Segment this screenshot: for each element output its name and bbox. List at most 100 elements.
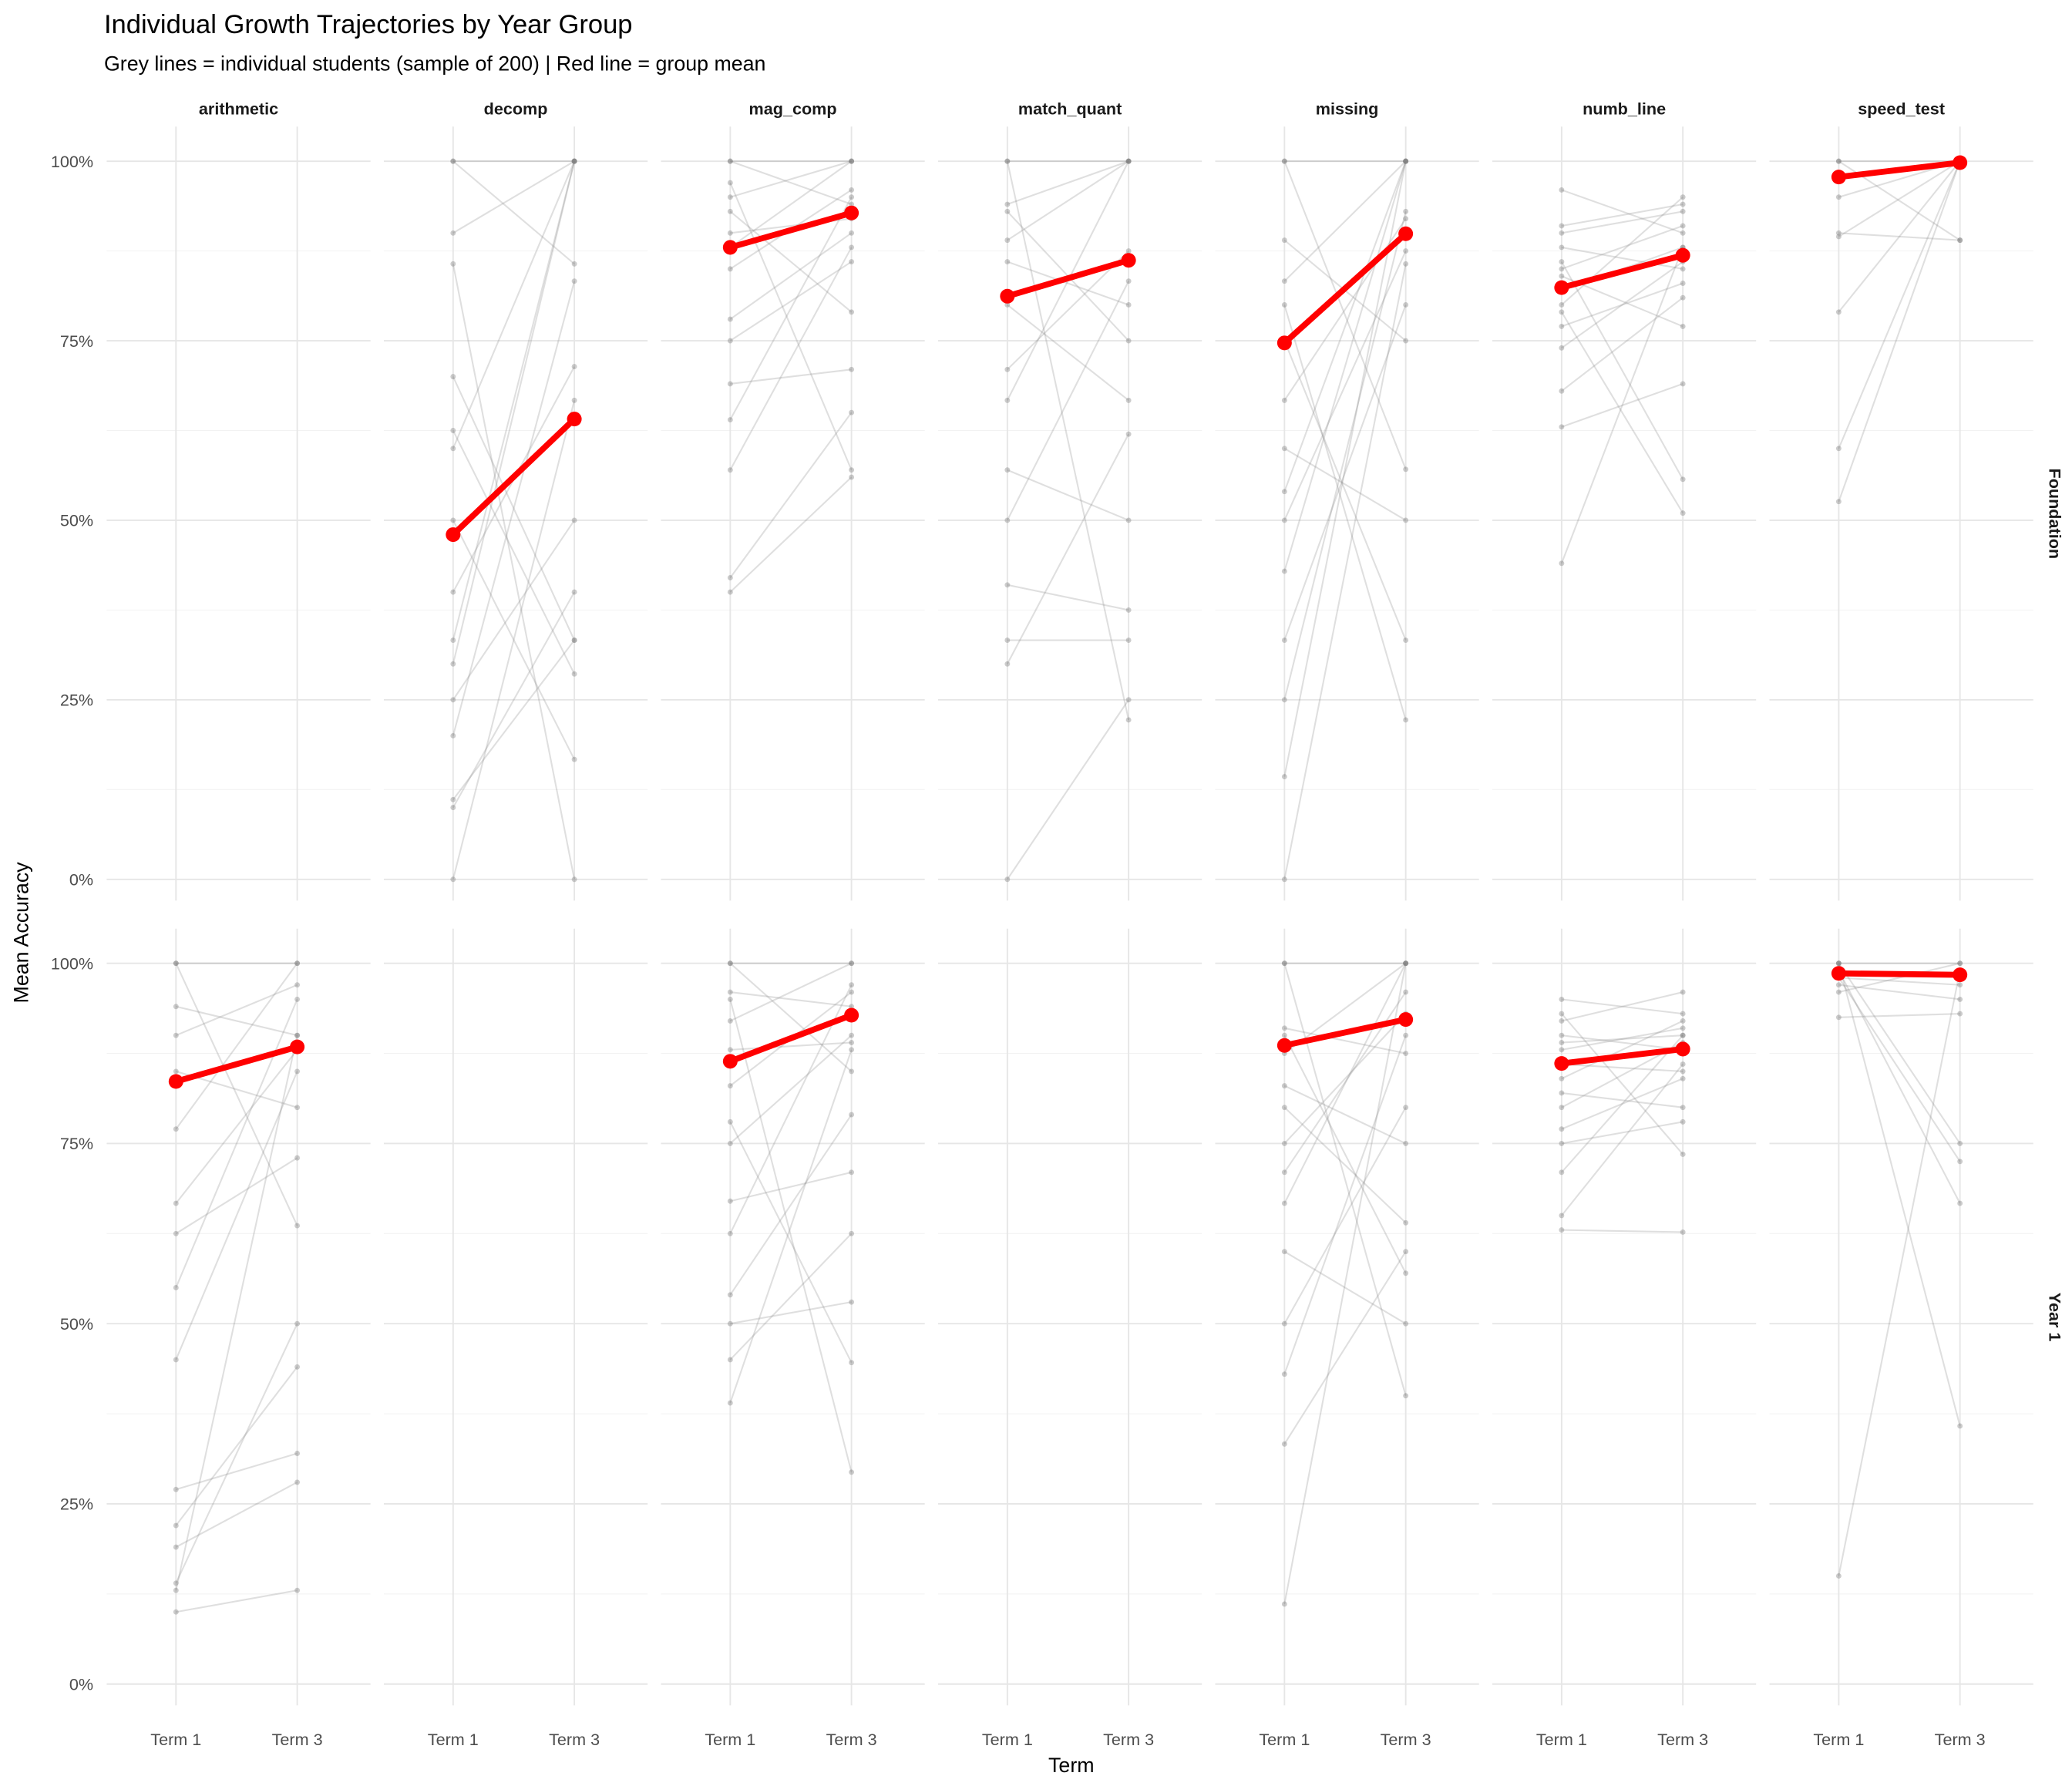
student-point <box>727 989 733 995</box>
student-point <box>849 474 855 480</box>
mean-line <box>1283 1016 1407 1049</box>
student-point <box>571 158 577 164</box>
student-line <box>730 160 852 198</box>
student-line <box>730 991 852 1007</box>
y-tick-label: 25% <box>60 691 93 710</box>
facet-strip-label: missing <box>1316 99 1379 119</box>
student-point <box>571 517 577 523</box>
y-tick-label: 100% <box>51 954 93 973</box>
student-point <box>849 1469 855 1475</box>
mean-point <box>567 412 582 427</box>
student-line <box>176 1005 298 1037</box>
student-point <box>849 1068 855 1075</box>
student-point <box>1125 338 1132 344</box>
student-point <box>849 230 855 236</box>
student-point <box>173 1284 179 1290</box>
student-point <box>727 1083 733 1089</box>
student-point <box>1403 302 1409 308</box>
student-line <box>1283 1013 1407 1145</box>
student-point <box>1680 510 1686 516</box>
student-point <box>727 1047 733 1053</box>
student-point <box>849 244 855 251</box>
student-point <box>1957 1140 1963 1146</box>
student-point <box>173 1200 179 1206</box>
student-line <box>1283 1251 1407 1445</box>
student-point <box>571 158 577 164</box>
student-point <box>1125 278 1132 284</box>
mean-line <box>1560 252 1684 291</box>
student-point <box>1403 960 1409 967</box>
student-line <box>730 368 852 385</box>
student-point <box>727 1320 733 1327</box>
student-point <box>849 960 855 967</box>
student-line <box>729 210 853 313</box>
student-point <box>1559 302 1565 308</box>
student-point <box>1680 208 1686 214</box>
student-point <box>1559 1032 1565 1038</box>
mean-point <box>1953 155 1968 170</box>
student-point <box>1281 446 1287 452</box>
mean-point <box>1675 1041 1690 1057</box>
student-point <box>1125 158 1132 164</box>
student-point <box>727 158 733 164</box>
mean-point <box>1831 966 1846 981</box>
student-point <box>727 1018 733 1024</box>
student-point <box>1559 996 1565 1002</box>
student-point <box>1680 281 1686 286</box>
student-point <box>294 1105 301 1111</box>
student-line <box>1561 1013 1684 1155</box>
student-line <box>175 1482 298 1548</box>
y-tick-label: 50% <box>60 1314 93 1334</box>
student-point <box>1004 158 1011 164</box>
student-point <box>1403 158 1409 164</box>
student-line <box>1283 251 1407 521</box>
student-point <box>727 1230 733 1236</box>
student-point <box>173 1544 179 1550</box>
student-line <box>1561 189 1684 234</box>
student-point <box>294 1364 301 1370</box>
student-point <box>1403 261 1409 267</box>
student-point <box>1835 194 1842 200</box>
student-point <box>1957 996 1963 1002</box>
student-line <box>729 1114 853 1296</box>
student-point <box>1281 1032 1287 1038</box>
student-line <box>1007 160 1129 241</box>
student-point <box>1281 237 1287 244</box>
student-point <box>1559 223 1565 229</box>
student-point <box>1125 517 1132 523</box>
student-point <box>1004 582 1011 588</box>
student-point <box>571 158 577 164</box>
student-point <box>1281 1105 1287 1111</box>
student-line <box>729 261 853 341</box>
x-tick-label: Term 3 <box>1657 1730 1708 1749</box>
x-tick-label: Term 1 <box>428 1730 479 1749</box>
y-tick-label: 100% <box>51 152 93 171</box>
student-line <box>1283 160 1407 282</box>
student-line <box>1561 1020 1684 1080</box>
student-point <box>450 261 456 267</box>
student-line <box>1561 1092 1684 1108</box>
student-line <box>1561 382 1684 428</box>
student-point <box>727 266 733 272</box>
student-line <box>1283 160 1407 493</box>
student-point <box>849 467 855 473</box>
student-line <box>1006 699 1129 880</box>
student-point <box>1403 1140 1409 1146</box>
student-point <box>1835 158 1842 164</box>
student-line <box>452 520 576 760</box>
student-line <box>175 1049 298 1204</box>
student-line <box>1283 211 1407 701</box>
student-point <box>849 960 855 967</box>
student-point <box>450 158 456 164</box>
row-strip-label: Year 1 <box>2045 1293 2064 1342</box>
student-point <box>571 589 577 595</box>
student-point <box>1403 517 1409 523</box>
student-line <box>1561 1063 1684 1216</box>
student-point <box>173 1230 179 1236</box>
student-line <box>1007 469 1129 521</box>
student-point <box>849 1032 855 1038</box>
student-point <box>727 316 733 322</box>
student-point <box>1403 158 1409 164</box>
student-point <box>571 364 577 370</box>
